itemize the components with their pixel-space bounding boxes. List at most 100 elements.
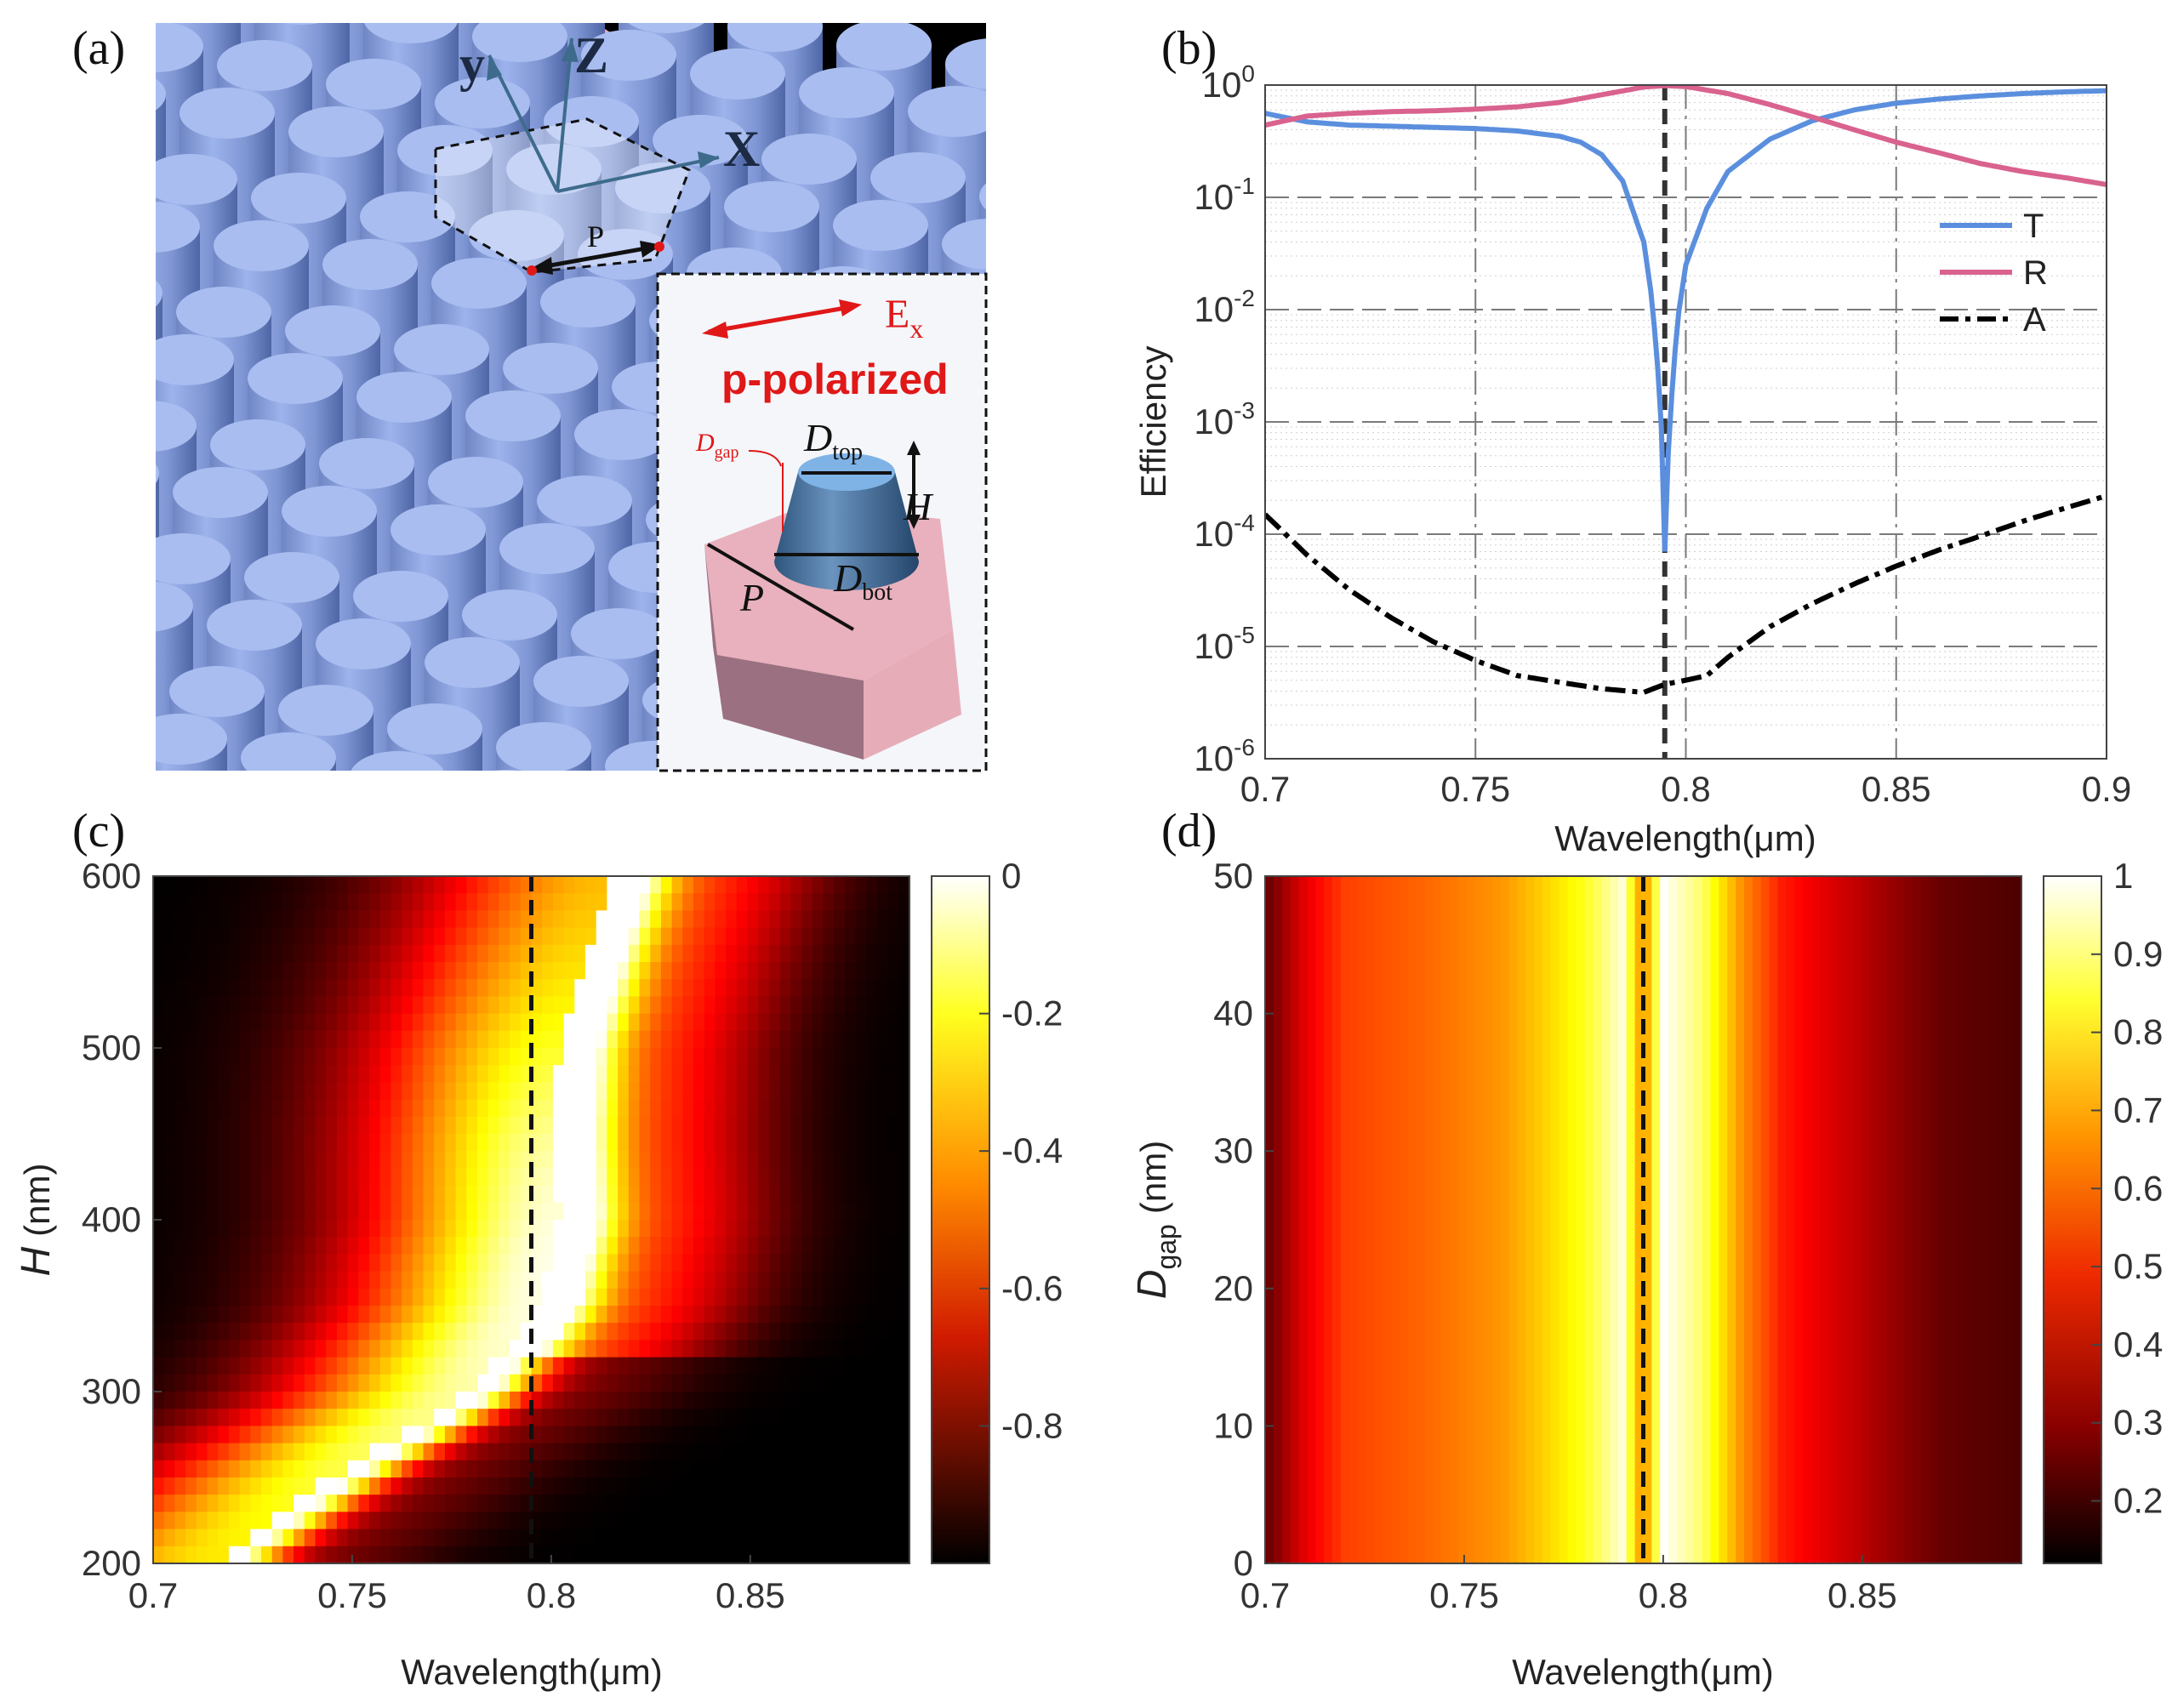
- heatmap-cell: [542, 1065, 554, 1083]
- heatmap-cell: [542, 1529, 554, 1547]
- heatmap-cell: [228, 1494, 241, 1512]
- heatmap-cell: [801, 1271, 813, 1290]
- heatmap-cell: [434, 1254, 446, 1272]
- heatmap-cell: [315, 1512, 327, 1530]
- heatmap-column: [1340, 876, 1350, 1563]
- colorbar-tick-label: 1: [2113, 856, 2133, 896]
- heatmap-cell: [801, 1357, 813, 1375]
- heatmap-cell: [628, 1323, 641, 1341]
- heatmap-cell: [510, 979, 522, 997]
- heatmap-cell: [228, 1477, 241, 1495]
- heatmap-cell: [844, 1357, 857, 1375]
- heatmap-cell: [185, 1065, 197, 1083]
- heatmap-cell: [585, 1065, 597, 1083]
- heatmap-cell: [369, 1134, 381, 1152]
- heatmap-cell: [358, 1494, 370, 1512]
- heatmap-cell: [876, 1030, 889, 1049]
- heatmap-cell: [271, 979, 283, 997]
- heatmap-cell: [650, 1288, 662, 1307]
- heatmap-cell: [768, 1460, 781, 1478]
- heatmap-cell: [315, 1048, 327, 1066]
- pillar-top: [870, 152, 966, 203]
- pillar-top: [462, 589, 557, 640]
- heatmap-cell: [887, 1030, 899, 1049]
- heatmap-cell: [347, 1134, 359, 1152]
- heatmap-cell: [487, 1271, 499, 1290]
- heatmap-cell: [163, 1340, 175, 1358]
- heatmap-cell: [163, 1392, 175, 1409]
- pillar-top: [581, 30, 676, 81]
- heatmap-cell: [866, 1374, 878, 1392]
- heatmap-cell: [801, 962, 813, 980]
- heatmap-cell: [660, 1357, 673, 1375]
- heatmap-cell: [487, 910, 499, 929]
- heatmap-cell: [282, 910, 294, 929]
- heatmap-cell: [487, 1254, 499, 1272]
- heatmap-cell: [294, 1306, 305, 1324]
- heatmap-cell: [358, 944, 370, 963]
- heatmap-cell: [552, 1494, 565, 1512]
- heatmap-cell: [218, 893, 230, 911]
- heatmap-cell: [844, 1529, 857, 1547]
- heatmap-cell: [823, 1185, 835, 1204]
- heatmap-cell: [510, 1151, 522, 1169]
- heatmap-cell: [487, 1030, 499, 1049]
- heatmap-cell: [628, 1099, 641, 1118]
- heatmap-cell: [834, 1288, 846, 1307]
- heatmap-cell: [823, 944, 835, 963]
- panel-a-label: (a): [72, 22, 125, 75]
- heatmap-cell: [726, 1254, 738, 1272]
- heatmap-cell: [768, 996, 781, 1015]
- heatmap-cell: [736, 944, 749, 963]
- pillar-top: [248, 353, 343, 404]
- heatmap-cell: [315, 1546, 327, 1563]
- heatmap-cell: [758, 876, 770, 894]
- heatmap-cell: [607, 1512, 619, 1530]
- heatmap-cell: [326, 1512, 338, 1530]
- heatmap-cell: [391, 1013, 402, 1032]
- heatmap-cell: [466, 1082, 478, 1101]
- heatmap-cell: [660, 996, 673, 1015]
- heatmap-cell: [444, 1306, 457, 1324]
- heatmap-cell: [563, 1254, 575, 1272]
- pillar-top: [397, 125, 493, 176]
- heatmap-cell: [336, 893, 349, 911]
- heatmap-cell: [402, 1168, 413, 1187]
- heatmap-cell: [218, 1340, 230, 1358]
- heatmap-cell: [520, 893, 533, 911]
- heatmap-cell: [585, 1013, 597, 1032]
- heatmap-cell: [834, 910, 846, 929]
- heatmap-cell: [596, 996, 607, 1015]
- heatmap-cell: [326, 1306, 338, 1324]
- polarization-label: p-polarized: [721, 356, 949, 403]
- heatmap-cell: [326, 1099, 338, 1118]
- heatmap-cell: [315, 1254, 327, 1272]
- heatmap-cell: [196, 1512, 208, 1530]
- heatmap-cell: [768, 1185, 781, 1204]
- pillar-top: [428, 457, 523, 508]
- heatmap-cell: [174, 1477, 186, 1495]
- heatmap-cell: [876, 979, 889, 997]
- heatmap-cell: [466, 1357, 478, 1375]
- heatmap-cell: [304, 1013, 316, 1032]
- heatmap-cell: [423, 1409, 435, 1426]
- heatmap-cell: [660, 876, 673, 894]
- heatmap-cell: [758, 1323, 770, 1341]
- heatmap-cell: [379, 1374, 391, 1392]
- heatmap-cell: [693, 876, 705, 894]
- heatmap-cell: [218, 1220, 230, 1238]
- heatmap-cell: [294, 1271, 305, 1290]
- heatmap-cell: [304, 1494, 316, 1512]
- heatmap-cell: [618, 1030, 630, 1049]
- heatmap-cell: [542, 1512, 554, 1530]
- heatmap-cell: [499, 1357, 510, 1375]
- heatmap-cell: [304, 1271, 316, 1290]
- heatmap-cell: [228, 1065, 241, 1083]
- heatmap-cell: [196, 1392, 208, 1409]
- heatmap-cell: [726, 1426, 738, 1444]
- heatmap-cell: [510, 1426, 522, 1444]
- pillar-top: [214, 220, 309, 271]
- heatmap-cell: [758, 1048, 770, 1066]
- heatmap-cell: [531, 1460, 543, 1478]
- heatmap-cell: [682, 1134, 694, 1152]
